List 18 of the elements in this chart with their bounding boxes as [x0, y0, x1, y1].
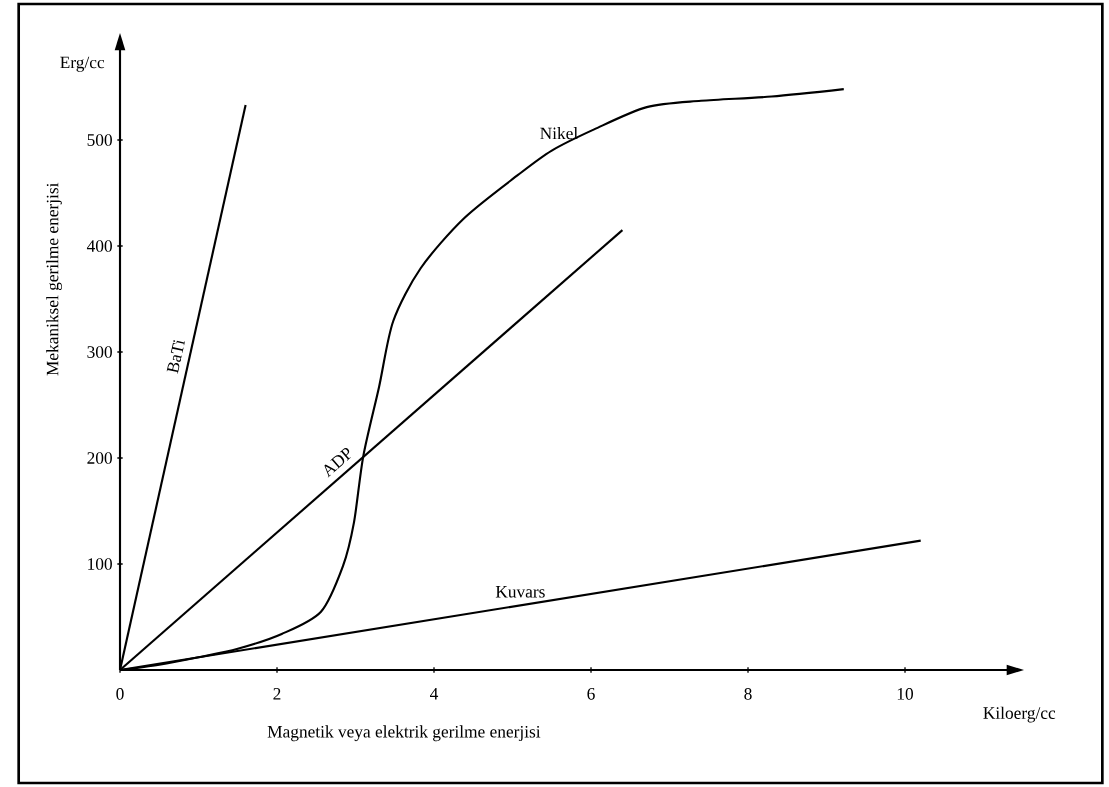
y-tick-label: 400 — [86, 240, 112, 252]
series-label: Nikel — [540, 127, 578, 140]
x-tick-label: 6 — [587, 688, 595, 700]
y-tick-label: 100 — [88, 558, 112, 570]
text: Kiloerg/cc — [983, 706, 1056, 723]
y-tick-label: 500 — [87, 134, 112, 146]
x-axis-title: Magnetik veya elektrik gerilme enerjisi — [267, 725, 541, 742]
y-tick-label: 300 — [87, 346, 112, 358]
x-tick-label: 8 — [744, 688, 752, 700]
text: Erg/cc — [60, 56, 105, 72]
x-tick-label: 10 — [897, 688, 914, 700]
y-tick-label: 200 — [87, 452, 112, 464]
x-tick-label: 4 — [430, 688, 439, 700]
y-axis-title: Mekaniksel gerilme enerjisi — [46, 182, 62, 376]
x-tick-label: 2 — [273, 688, 281, 700]
x-tick-label: 0 — [116, 688, 124, 700]
text: BaTi — [166, 340, 186, 374]
series-label: Kuvars — [495, 586, 545, 598]
